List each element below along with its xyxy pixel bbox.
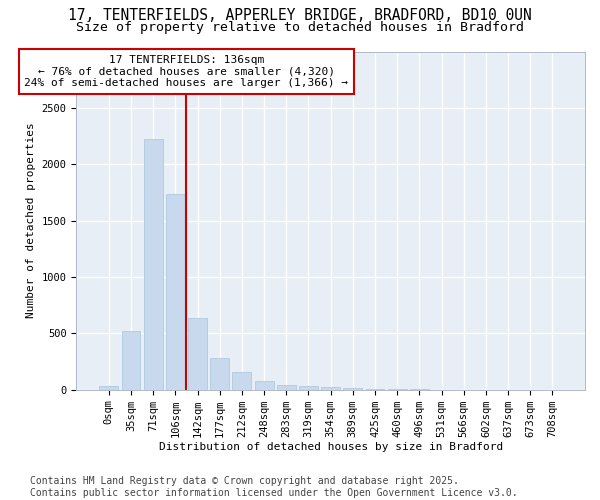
X-axis label: Distribution of detached houses by size in Bradford: Distribution of detached houses by size …	[158, 442, 503, 452]
Y-axis label: Number of detached properties: Number of detached properties	[26, 122, 36, 318]
Bar	[232, 372, 251, 390]
Bar	[277, 384, 296, 390]
Bar	[166, 194, 185, 390]
Bar	[100, 386, 118, 390]
Bar	[122, 331, 140, 390]
Bar	[299, 386, 318, 390]
Bar	[144, 140, 163, 390]
Text: Size of property relative to detached houses in Bradford: Size of property relative to detached ho…	[76, 21, 524, 34]
Bar	[343, 388, 362, 390]
Bar	[188, 318, 207, 390]
Bar	[211, 358, 229, 390]
Bar	[365, 389, 385, 390]
Text: 17, TENTERFIELDS, APPERLEY BRIDGE, BRADFORD, BD10 0UN: 17, TENTERFIELDS, APPERLEY BRIDGE, BRADF…	[68, 8, 532, 22]
Bar	[321, 388, 340, 390]
Text: 17 TENTERFIELDS: 136sqm
← 76% of detached houses are smaller (4,320)
24% of semi: 17 TENTERFIELDS: 136sqm ← 76% of detache…	[25, 55, 349, 88]
Text: Contains HM Land Registry data © Crown copyright and database right 2025.
Contai: Contains HM Land Registry data © Crown c…	[30, 476, 518, 498]
Bar	[254, 382, 274, 390]
